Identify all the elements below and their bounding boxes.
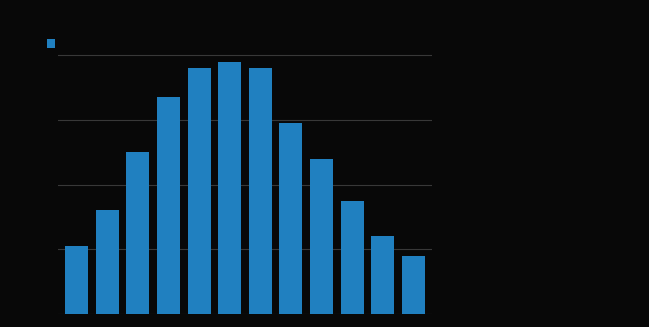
Bar (96, 211, 119, 314)
Bar (218, 62, 241, 314)
Bar (280, 123, 302, 314)
Bar (371, 236, 394, 314)
Bar (127, 152, 149, 314)
Bar (157, 97, 180, 314)
Bar (66, 246, 88, 314)
Bar (341, 201, 363, 314)
Bar (249, 68, 272, 314)
Bar (402, 256, 424, 314)
Bar (310, 159, 333, 314)
Bar (188, 68, 210, 314)
Legend:  (47, 37, 66, 51)
